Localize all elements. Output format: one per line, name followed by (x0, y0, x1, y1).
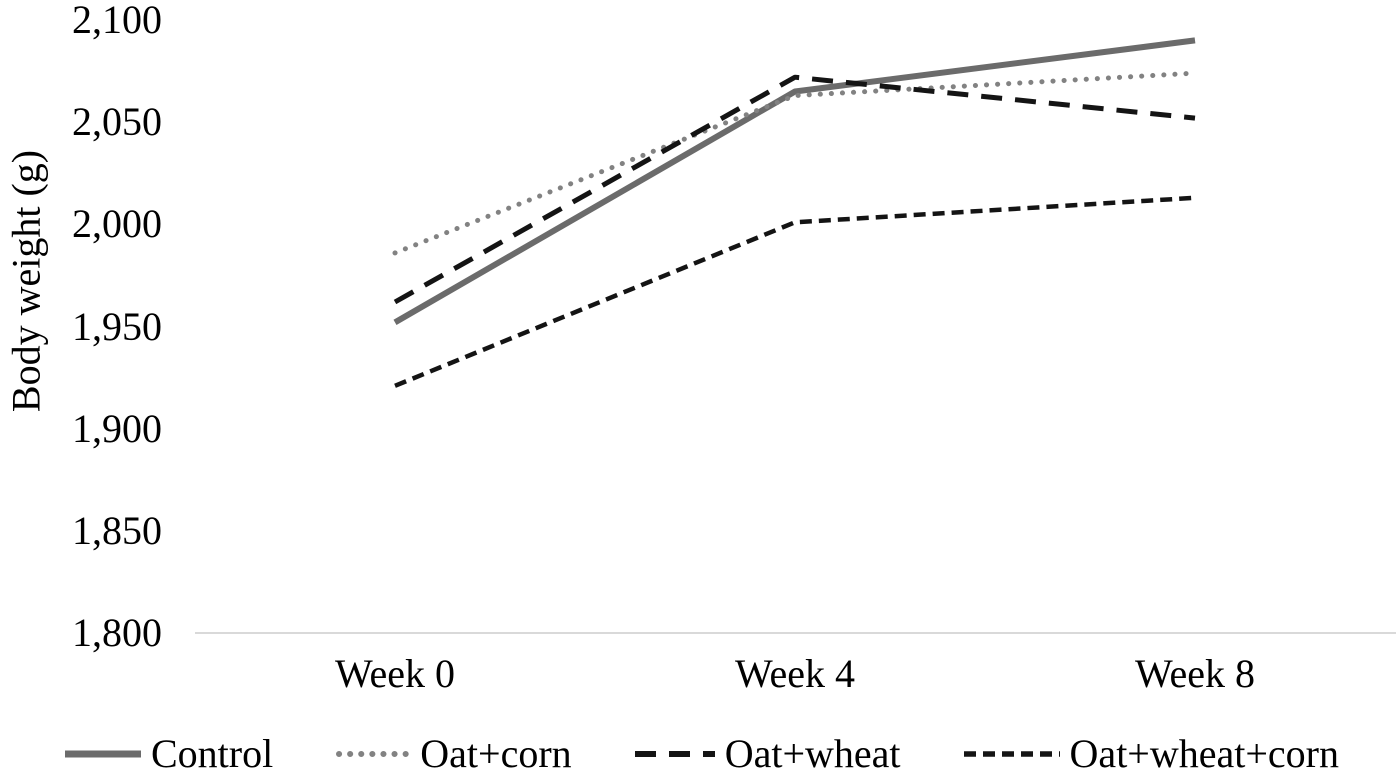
y-tick-label-2000: 2,000 (72, 201, 162, 246)
legend-label-oat-wheat-corn: Oat+wheat+corn (1069, 731, 1339, 776)
legend-swatch-control-line (65, 750, 141, 758)
x-tick-label-week8: Week 8 (1134, 651, 1256, 696)
legend-swatch-oat-wheat-corn-line (963, 751, 1060, 757)
y-tick-label-2050: 2,050 (72, 99, 162, 144)
y-axis-title: Body weight (g) (3, 149, 49, 413)
legend-item-oat-wheat-corn: Oat+wheat+corn (963, 731, 1339, 777)
legend-label-oat-wheat: Oat+wheat (724, 731, 901, 776)
legend-item-oat-corn: Oat+corn (335, 731, 572, 777)
y-tick-label-1950: 1,950 (72, 304, 162, 349)
legend-swatch-oat-wheat-line (634, 751, 715, 757)
y-tick-label-1850: 1,850 (72, 508, 162, 553)
x-tick-label-week4: Week 4 (734, 651, 856, 696)
y-tick-label-2100: 2,100 (72, 0, 162, 42)
series-line-oat-corn (392, 70, 1198, 256)
legend-label-control: Control (151, 731, 274, 776)
legend: Control Oat+corn Oat+wheat Oat+wheat+cor… (64, 731, 1339, 777)
legend-label-oat-corn: Oat+corn (420, 731, 572, 776)
legend-swatch-oat-corn-line (336, 751, 411, 757)
series-line-control (393, 37, 1196, 325)
legend-item-control: Control (64, 731, 273, 777)
y-tick-label-1800: 1,800 (72, 610, 162, 655)
x-tick-label-week0: Week 0 (334, 651, 456, 696)
series-line-oat-wheat-corn (394, 195, 1196, 388)
y-tick-label-1900: 1,900 (72, 406, 162, 451)
series-line-oat-wheat (393, 74, 1196, 305)
legend-item-oat-wheat: Oat+wheat (634, 731, 901, 777)
